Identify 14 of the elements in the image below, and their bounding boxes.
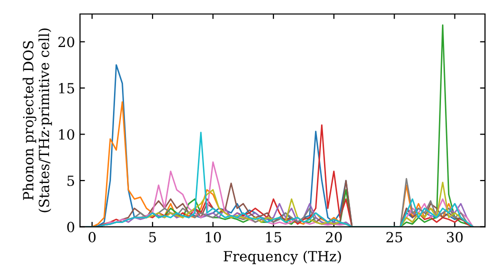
x-tick-label: 15 bbox=[266, 232, 282, 242]
x-tick-label: 10 bbox=[206, 232, 221, 242]
y-axis-title: Phonon projected DOS (States/THz·primitive cell) bbox=[22, 28, 52, 212]
x-tick-label: 20 bbox=[326, 232, 342, 242]
x-tick-label: 25 bbox=[386, 232, 402, 242]
y-tick-label: 5 bbox=[67, 176, 74, 186]
y-tick-label: 15 bbox=[59, 82, 74, 94]
y-tick-label: 0 bbox=[67, 222, 74, 232]
x-axis-title: Frequency (THz) bbox=[224, 250, 341, 264]
x-tick-label: 0 bbox=[88, 232, 96, 242]
y-tick-label: 20 bbox=[58, 36, 74, 48]
x-tick-label: 5 bbox=[149, 232, 156, 242]
y-tick-label: 10 bbox=[59, 129, 74, 140]
x-tick-label: 30 bbox=[447, 232, 463, 242]
